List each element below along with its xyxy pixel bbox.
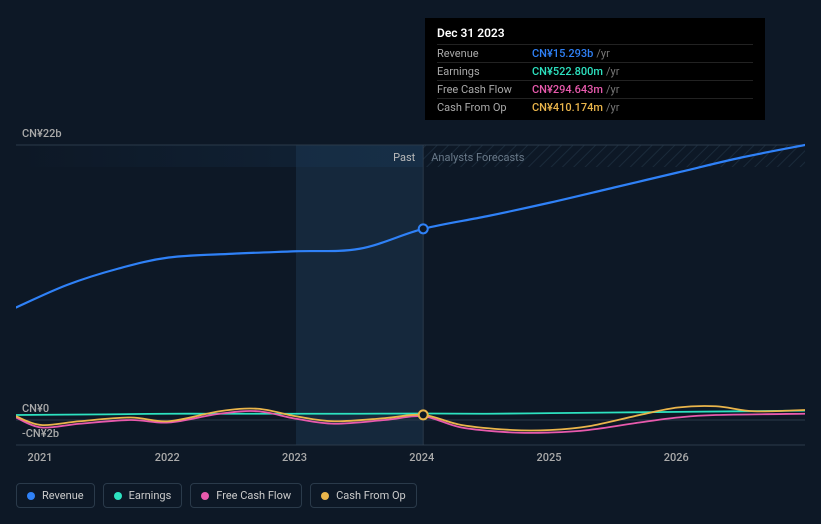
y-axis-tick-label: CN¥0	[22, 402, 49, 415]
legend-item-earnings[interactable]: Earnings	[103, 483, 183, 508]
legend-swatch	[114, 492, 122, 500]
tooltip-row-unit: /yr	[606, 83, 619, 96]
legend-swatch	[201, 492, 209, 500]
x-axis-tick-label: 2023	[282, 451, 307, 464]
legend-swatch	[321, 492, 329, 500]
tooltip-row-value: CN¥15.293b	[532, 47, 593, 60]
marker-revenue	[419, 224, 428, 233]
marker-cash_from_op	[419, 410, 428, 419]
legend-label: Cash From Op	[336, 489, 406, 502]
x-axis-tick-label: 2022	[155, 451, 180, 464]
tooltip-row-value: CN¥294.643m	[532, 83, 603, 96]
tooltip-row: Free Cash FlowCN¥294.643m/yr	[437, 80, 753, 98]
region-label-forecast: Analysts Forecasts	[431, 151, 524, 164]
tooltip-row-unit: /yr	[606, 65, 619, 78]
tooltip-row-label: Earnings	[437, 65, 532, 78]
tooltip-row-value: CN¥410.174m	[532, 101, 603, 114]
y-axis-tick-label: CN¥22b	[22, 127, 62, 140]
tooltip-row-label: Cash From Op	[437, 101, 532, 114]
tooltip-row: EarningsCN¥522.800m/yr	[437, 62, 753, 80]
legend-label: Free Cash Flow	[216, 489, 291, 502]
region-label-past: Past	[393, 151, 415, 164]
tooltip-row-unit: /yr	[606, 101, 619, 114]
x-axis-tick-label: 2025	[536, 451, 561, 464]
x-axis-tick-label: 2024	[409, 451, 434, 464]
tooltip-row-label: Free Cash Flow	[437, 83, 532, 96]
legend-item-revenue[interactable]: Revenue	[16, 483, 95, 508]
tooltip-row-label: Revenue	[437, 47, 532, 60]
tooltip-row: Cash From OpCN¥410.174m/yr	[437, 98, 753, 116]
legend-label: Revenue	[42, 489, 84, 502]
legend-label: Earnings	[129, 489, 172, 502]
chart-legend: Revenue Earnings Free Cash Flow Cash From O…	[16, 483, 417, 508]
x-axis-tick-label: 2026	[664, 451, 689, 464]
legend-item-cash_from_op[interactable]: Cash From Op	[310, 483, 417, 508]
legend-item-free_cash_flow[interactable]: Free Cash Flow	[190, 483, 302, 508]
tooltip-date: Dec 31 2023	[437, 26, 753, 44]
chart-tooltip: Dec 31 2023 RevenueCN¥15.293b/yrEarnings…	[425, 18, 765, 120]
x-axis-tick-label: 2021	[27, 451, 52, 464]
legend-swatch	[27, 492, 35, 500]
tooltip-row-value: CN¥522.800m	[532, 65, 603, 78]
y-axis-tick-label: -CN¥2b	[22, 427, 59, 440]
tooltip-row: RevenueCN¥15.293b/yr	[437, 44, 753, 62]
tooltip-row-unit: /yr	[596, 47, 609, 60]
